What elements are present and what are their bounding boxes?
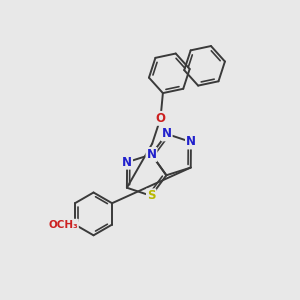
Text: N: N xyxy=(146,148,157,161)
Text: S: S xyxy=(147,189,155,202)
Text: N: N xyxy=(122,156,132,169)
Text: N: N xyxy=(162,128,172,140)
Text: N: N xyxy=(186,136,196,148)
Text: OCH₃: OCH₃ xyxy=(48,220,78,230)
Text: O: O xyxy=(155,112,166,125)
